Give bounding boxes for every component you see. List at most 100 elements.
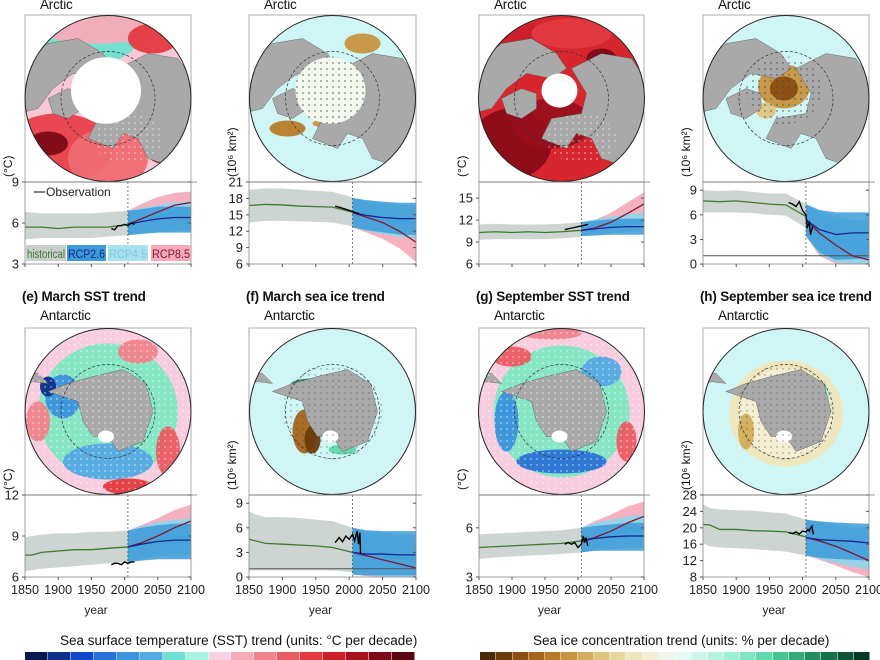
- colorbar-segment: [545, 652, 562, 660]
- band-rcp26: [127, 206, 191, 236]
- x-tick-label: 2000: [335, 583, 363, 597]
- x-tick-label: 1850: [689, 583, 717, 597]
- band-historical: [479, 527, 582, 559]
- significance-stippling: [93, 113, 163, 164]
- sst-colorbar: [25, 652, 415, 660]
- y-tick-label: 28: [683, 488, 697, 503]
- x-tick-label: 2100: [630, 583, 658, 597]
- region-label: Arctic: [494, 0, 527, 12]
- x-axis-label: year: [538, 603, 561, 617]
- map-sst-arctic-march: [24, 14, 192, 183]
- x-axis-label: year: [84, 603, 107, 617]
- colorbar-segment: [853, 652, 870, 660]
- x-tick-label: 2000: [564, 583, 592, 597]
- colorbar-segment: [47, 652, 71, 660]
- line-historical: [248, 203, 353, 213]
- map-boundary: [249, 328, 416, 495]
- panel-title: (g) September SST trend: [476, 289, 630, 304]
- x-tick-label: 1950: [302, 583, 330, 597]
- line-observation: [111, 222, 135, 231]
- band-rcp26: [581, 522, 644, 553]
- map-sst-antarctic-march: [24, 327, 192, 496]
- line-historical: [478, 229, 582, 234]
- band-historical: [25, 210, 128, 240]
- legend-historical-label: historical: [27, 249, 65, 261]
- colorbar-segment: [254, 652, 278, 660]
- colorbar-segment: [162, 652, 186, 660]
- y-tick-label: 0: [236, 570, 243, 585]
- map-ice-antarctic-march: [248, 327, 417, 496]
- x-axis-label: year: [762, 603, 785, 617]
- y-axis-label: (10⁶ km²): [225, 440, 239, 490]
- y-tick-label: 9: [466, 235, 473, 250]
- colorbar-segment: [610, 652, 627, 660]
- timeseries-panel-6: 3 6 1850 1900 1950 2000 2050 2100 year: [465, 494, 658, 617]
- y-tick-label: 16: [683, 537, 697, 552]
- band-historical: [703, 190, 806, 228]
- latitude-circle: [60, 364, 156, 459]
- line-rcp45: [127, 210, 192, 225]
- y-axis-label: (10⁶ km²): [679, 440, 693, 490]
- y-tick-label: 6: [12, 570, 19, 585]
- timeseries-panel-4: 6 9 12 1850 1900 1950 2000 2050 2100 year: [5, 488, 206, 618]
- x-tick-label: 2050: [822, 583, 850, 597]
- x-tick-label: 1900: [268, 583, 296, 597]
- colorbar-segment: [93, 652, 117, 660]
- map-sst-arctic-september: [478, 14, 645, 183]
- line-rcp85: [352, 211, 417, 243]
- y-axis-label: (°C): [455, 155, 469, 177]
- legend-rcp26-label: RCP2.6: [68, 249, 105, 261]
- colorbar-segment: [740, 652, 757, 660]
- latitude-circle: [738, 364, 834, 459]
- region-label: Arctic: [718, 0, 751, 12]
- colorbar-segment: [756, 652, 773, 660]
- map-boundary: [24, 328, 192, 495]
- colorbar-segment: [626, 652, 643, 660]
- sea-ice-area: [71, 57, 141, 124]
- line-observation: [788, 524, 815, 536]
- band-rcp26: [352, 527, 416, 576]
- line-historical: [25, 546, 128, 556]
- colorbar-segment: [707, 652, 724, 660]
- line-observation: [564, 223, 589, 231]
- sst-colorbar-title: Sea surface temperature (SST) trend (uni…: [60, 633, 418, 648]
- region-label: Antarctic: [40, 308, 91, 323]
- sea-ice-colorbar: [480, 652, 870, 660]
- colorbar-segment: [512, 652, 529, 660]
- y-tick-label: 12: [459, 213, 473, 228]
- line-rcp26: [805, 536, 870, 544]
- colorbar-segment: [70, 652, 94, 660]
- y-tick-label: 15: [229, 207, 243, 222]
- x-tick-label: 1900: [722, 583, 750, 597]
- colorbar-segment: [642, 652, 659, 660]
- panel-title: (f) March sea ice trend: [246, 289, 385, 304]
- timeseries-panel-3: 0 3 6 9: [690, 181, 875, 272]
- x-tick-label: 2050: [369, 583, 397, 597]
- colorbar-segment: [577, 652, 594, 660]
- band-rcp26: [127, 523, 191, 562]
- colorbar-segment: [805, 652, 822, 660]
- map-boundary: [702, 328, 870, 495]
- timeseries-panel-5: 0 3 6 9 1850 1900 1950 2000 2050 2100 year: [235, 494, 430, 617]
- colorbar-segment: [788, 652, 805, 660]
- x-tick-label: 2100: [402, 583, 430, 597]
- legend-rcp45-swatch: [108, 245, 148, 261]
- y-axis-label: (10⁶ km²): [679, 127, 693, 177]
- colorbar-segment: [277, 652, 301, 660]
- x-tick-label: 1900: [498, 583, 526, 597]
- line-rcp26: [127, 216, 191, 226]
- line-historical: [478, 540, 582, 549]
- colorbar-segment: [723, 652, 740, 660]
- region-label: Arctic: [264, 0, 297, 12]
- x-tick-label: 1950: [755, 583, 783, 597]
- map-boundary: [702, 15, 870, 182]
- x-axis-label: year: [309, 603, 332, 617]
- region-label: Antarctic: [718, 308, 769, 323]
- colorbar-segment: [480, 652, 497, 660]
- y-tick-label: 6: [466, 520, 473, 535]
- y-axis-label: (°C): [1, 468, 15, 490]
- line-rcp26: [352, 211, 416, 220]
- y-tick-label: 6: [236, 257, 243, 272]
- x-tick-label: 2050: [144, 583, 172, 597]
- line-rcp85: [805, 537, 870, 562]
